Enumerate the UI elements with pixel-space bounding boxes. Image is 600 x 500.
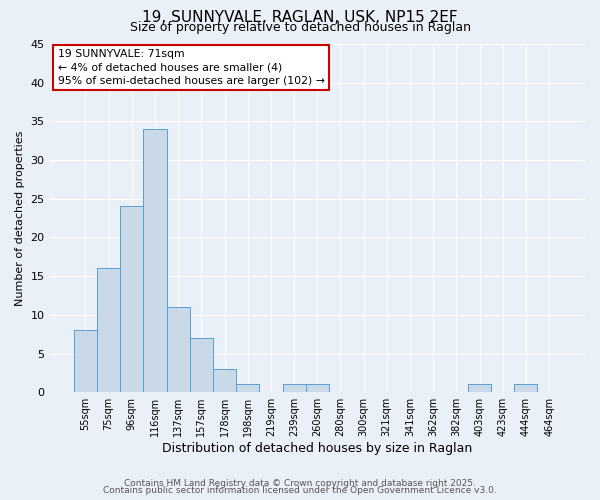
Bar bbox=[74, 330, 97, 392]
Bar bbox=[167, 307, 190, 392]
Bar bbox=[97, 268, 120, 392]
Y-axis label: Number of detached properties: Number of detached properties bbox=[15, 130, 25, 306]
Text: Size of property relative to detached houses in Raglan: Size of property relative to detached ho… bbox=[130, 22, 470, 35]
Bar bbox=[143, 129, 167, 392]
Bar bbox=[236, 384, 259, 392]
Text: 19, SUNNYVALE, RAGLAN, USK, NP15 2EF: 19, SUNNYVALE, RAGLAN, USK, NP15 2EF bbox=[142, 10, 458, 25]
Bar bbox=[468, 384, 491, 392]
Bar bbox=[305, 384, 329, 392]
Bar bbox=[514, 384, 538, 392]
Bar bbox=[213, 369, 236, 392]
Text: Contains public sector information licensed under the Open Government Licence v3: Contains public sector information licen… bbox=[103, 486, 497, 495]
Bar bbox=[283, 384, 305, 392]
X-axis label: Distribution of detached houses by size in Raglan: Distribution of detached houses by size … bbox=[162, 442, 472, 455]
Text: Contains HM Land Registry data © Crown copyright and database right 2025.: Contains HM Land Registry data © Crown c… bbox=[124, 478, 476, 488]
Bar bbox=[120, 206, 143, 392]
Text: 19 SUNNYVALE: 71sqm
← 4% of detached houses are smaller (4)
95% of semi-detached: 19 SUNNYVALE: 71sqm ← 4% of detached hou… bbox=[58, 49, 325, 86]
Bar bbox=[190, 338, 213, 392]
